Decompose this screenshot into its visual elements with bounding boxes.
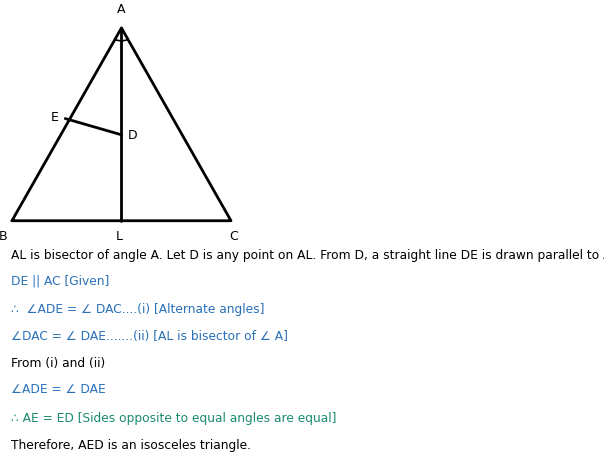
- Text: ∴  ∠ADE = ∠ DAC....(i) [Alternate angles]: ∴ ∠ADE = ∠ DAC....(i) [Alternate angles]: [11, 302, 265, 316]
- Text: C: C: [230, 230, 239, 243]
- Text: A: A: [117, 3, 126, 17]
- Text: From (i) and (ii): From (i) and (ii): [11, 357, 105, 370]
- Text: L: L: [116, 230, 123, 243]
- Text: ∠DAC = ∠ DAE.......(ii) [AL is bisector of ∠ A]: ∠DAC = ∠ DAE.......(ii) [AL is bisector …: [11, 330, 288, 343]
- Text: DE || AC [Given]: DE || AC [Given]: [11, 274, 109, 288]
- Text: E: E: [50, 110, 58, 124]
- Text: AL is bisector of angle A. Let D is any point on AL. From D, a straight line DE : AL is bisector of angle A. Let D is any …: [11, 249, 604, 262]
- Text: ∠ADE = ∠ DAE: ∠ADE = ∠ DAE: [11, 383, 106, 396]
- Text: D: D: [127, 129, 137, 142]
- Text: B: B: [0, 230, 7, 243]
- Text: ∴ AE = ED [Sides opposite to equal angles are equal]: ∴ AE = ED [Sides opposite to equal angle…: [11, 411, 336, 425]
- Text: Therefore, AED is an isosceles triangle.: Therefore, AED is an isosceles triangle.: [11, 438, 251, 452]
